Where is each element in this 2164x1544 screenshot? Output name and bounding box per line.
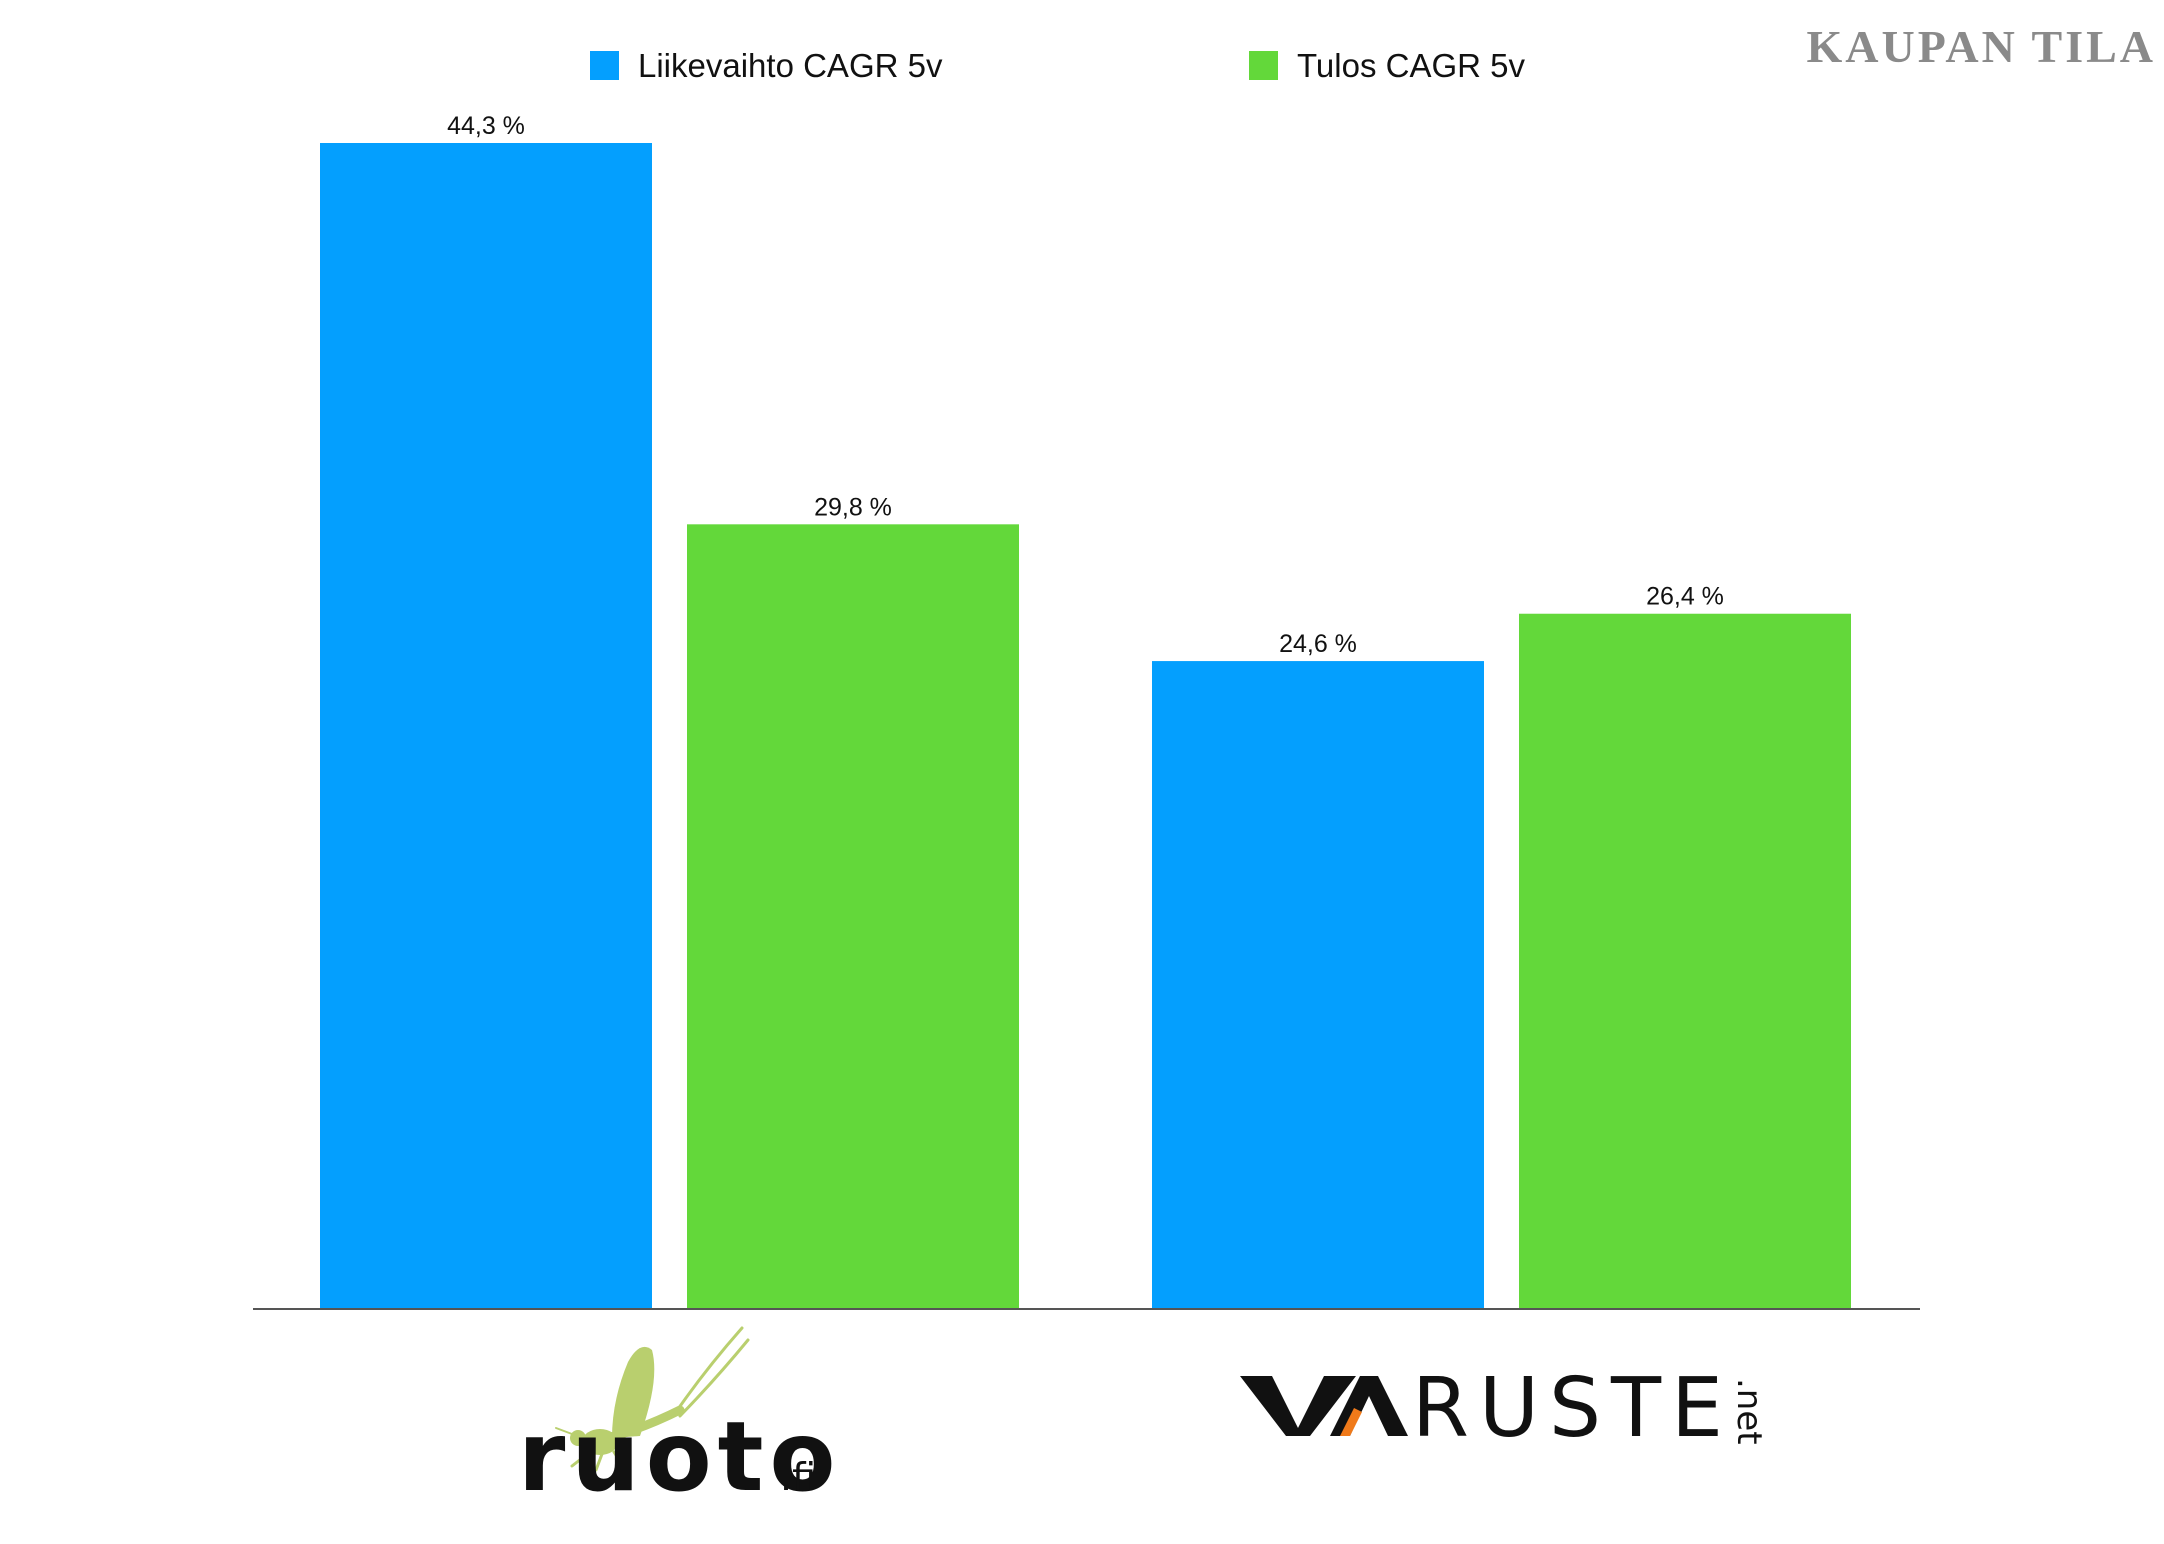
ruoto-suffix: .fi	[780, 1455, 816, 1499]
bar-profit-ruoto	[687, 524, 1019, 1308]
value-label-profit-ruoto: 29,8 %	[814, 493, 892, 521]
legend-label-profit: Tulos CAGR 5v	[1297, 47, 1526, 84]
varuste-suffix: .net	[1729, 1378, 1769, 1445]
bar-profit-varuste	[1519, 613, 1851, 1308]
varuste-a-flame-icon	[1330, 1376, 1408, 1436]
legend: Liikevaihto CAGR 5v Tulos CAGR 5v	[590, 47, 1526, 84]
value-label-revenue-varuste: 24,6 %	[1279, 630, 1357, 658]
value-label-profit-varuste: 26,4 %	[1646, 583, 1724, 611]
ruoto-wordmark: ruoto	[518, 1401, 841, 1513]
legend-item-revenue: Liikevaihto CAGR 5v	[590, 47, 943, 84]
varuste-wordmark: RUSTE	[1412, 1361, 1733, 1456]
bars	[320, 143, 1851, 1308]
category-logo-varuste: RUSTE .net	[1240, 1361, 1769, 1456]
legend-swatch-revenue	[590, 51, 619, 80]
mayfly-icon	[555, 1326, 750, 1472]
legend-swatch-profit	[1249, 51, 1278, 80]
value-labels: 44,3 % 29,8 % 24,6 % 26,4 %	[447, 112, 1724, 658]
bar-revenue-varuste	[1152, 661, 1484, 1308]
value-label-revenue-ruoto: 44,3 %	[447, 112, 525, 140]
varuste-v-mark	[1240, 1376, 1356, 1436]
bar-revenue-ruoto	[320, 143, 652, 1308]
category-logo-ruoto: ruoto .fi	[518, 1326, 841, 1513]
legend-item-profit: Tulos CAGR 5v	[1249, 47, 1526, 84]
brand-title: KAUPAN TILA	[1807, 21, 2157, 72]
legend-label-revenue: Liikevaihto CAGR 5v	[638, 47, 943, 84]
